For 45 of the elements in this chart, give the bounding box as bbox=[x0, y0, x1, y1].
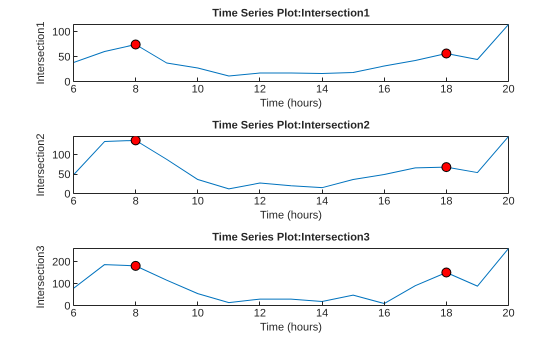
chart-title: Time Series Plot:Intersection1 bbox=[212, 8, 370, 20]
y-tick-label: 0 bbox=[64, 188, 71, 200]
x-tick-label: 18 bbox=[440, 84, 452, 96]
y-tick-label: 0 bbox=[64, 76, 71, 88]
y-tick-label: 100 bbox=[52, 278, 71, 290]
line-series bbox=[74, 24, 508, 76]
x-tick-label: 14 bbox=[316, 196, 328, 208]
y-tick-label: 200 bbox=[52, 256, 71, 268]
x-tick-label: 18 bbox=[440, 308, 452, 320]
line-series bbox=[74, 248, 508, 304]
x-tick-label: 16 bbox=[378, 308, 390, 320]
y-tick-label: 100 bbox=[52, 26, 71, 38]
x-tick-label: 8 bbox=[132, 196, 139, 208]
x-tick-label: 6 bbox=[70, 308, 77, 320]
chart-title: Time Series Plot:Intersection2 bbox=[212, 120, 370, 132]
x-tick-label: 14 bbox=[316, 84, 328, 96]
x-tick-label: 8 bbox=[132, 308, 139, 320]
x-tick-label: 16 bbox=[378, 84, 390, 96]
y-tick-label: 50 bbox=[58, 169, 71, 182]
x-tick-label: 18 bbox=[440, 196, 452, 208]
x-axis-title: Time (hours) bbox=[260, 210, 322, 222]
x-axis-title: Time (hours) bbox=[260, 322, 322, 334]
x-tick-label: 16 bbox=[378, 196, 390, 208]
y-axis-title: Intersection3 bbox=[35, 246, 48, 308]
x-tick-label: 14 bbox=[316, 308, 328, 320]
x-tick-label: 6 bbox=[70, 196, 77, 208]
x-tick-label: 20 bbox=[502, 84, 515, 96]
x-axis-title: Time (hours) bbox=[260, 98, 322, 110]
x-tick-label: 10 bbox=[192, 196, 204, 208]
x-tick-label: 12 bbox=[254, 308, 266, 320]
x-tick-label: 20 bbox=[502, 196, 515, 208]
y-tick-label: 100 bbox=[52, 150, 71, 162]
x-tick-label: 12 bbox=[254, 196, 266, 208]
x-tick-label: 10 bbox=[192, 84, 204, 96]
chart-title: Time Series Plot:Intersection3 bbox=[212, 232, 370, 244]
x-tick-label: 6 bbox=[70, 84, 77, 96]
x-tick-label: 20 bbox=[502, 308, 515, 320]
y-tick-label: 0 bbox=[64, 300, 71, 312]
y-axis-title: Intersection1 bbox=[35, 22, 48, 84]
line-series bbox=[74, 136, 508, 190]
y-tick-label: 50 bbox=[58, 52, 71, 64]
y-axis-title: Intersection2 bbox=[35, 134, 48, 196]
x-tick-label: 12 bbox=[254, 84, 266, 96]
x-tick-label: 10 bbox=[192, 308, 204, 320]
x-tick-label: 8 bbox=[132, 84, 139, 96]
